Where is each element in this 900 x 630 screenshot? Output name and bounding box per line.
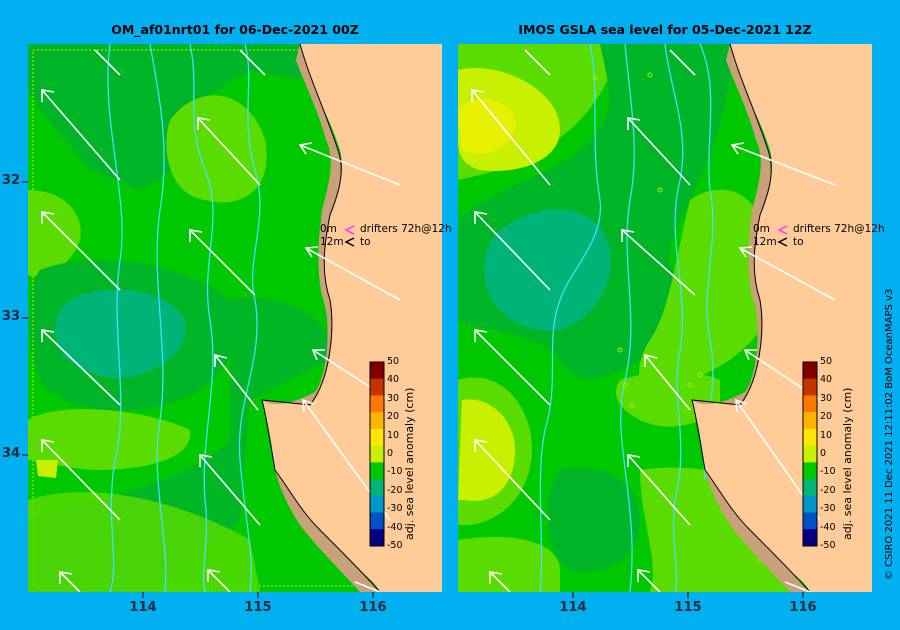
lat-label-33: 33 (2, 309, 21, 324)
colorbar-tick-label: 10 (387, 429, 400, 441)
lat-label-34: 34 (2, 446, 21, 461)
left-map-title: OM_af01nrt01 for 06-Dec-2021 00Z (111, 22, 359, 37)
colorbar-segment (803, 362, 817, 380)
colorbar-segment (803, 479, 817, 497)
colorbar-tick-label: 50 (387, 356, 400, 367)
colorbar-segment (370, 395, 384, 413)
colorbar-tick-label: 30 (820, 392, 833, 404)
lon-label-left-115: 115 (244, 600, 272, 615)
colorbar-segment (803, 512, 817, 530)
colorbar-tick-label: 0 (387, 448, 394, 459)
colorbar-tick-label: -10 (820, 466, 836, 478)
colorbar-tick-label: -20 (820, 484, 836, 496)
right-legend-12m: 12m (753, 236, 777, 248)
colorbar-segment (370, 378, 384, 396)
colorbar-segment (370, 445, 384, 463)
colorbar-tick-label: 50 (820, 356, 833, 367)
colorbar-border (369, 361, 385, 547)
colorbar-tick-label: 40 (820, 374, 833, 386)
right-legend-to: to (793, 236, 804, 248)
colorbar-border (802, 361, 818, 547)
colorbar-tick-label: 20 (820, 411, 833, 423)
left-legend-12m: 12m (320, 236, 344, 248)
left-colorbar (369, 361, 385, 547)
left-legend-to: to (360, 236, 371, 248)
colorbar-tick-label: -30 (387, 503, 403, 515)
colorbar-tick-label: -40 (820, 521, 836, 533)
colorbar-segment (803, 445, 817, 463)
colorbar-segment (803, 395, 817, 413)
colorbar-segment (370, 428, 384, 447)
colorbar-tick-label: 0 (820, 448, 827, 459)
colorbar-segment (370, 512, 384, 530)
colorbar-segment (803, 529, 817, 547)
right-map-title: IMOS GSLA sea level for 05-Dec-2021 12Z (518, 22, 812, 37)
colorbar-segment (370, 529, 384, 547)
colorbar-tick-label: -40 (387, 521, 403, 533)
right-legend-0m: 0m (753, 223, 770, 235)
colorbar-segment (803, 495, 817, 514)
colorbar-segment (803, 462, 817, 480)
colorbar-segment (370, 362, 384, 380)
left-legend-0m: 0m (320, 223, 337, 235)
colorbar-segment (370, 462, 384, 480)
left-legend-drifters: drifters 72h@12h (360, 223, 452, 235)
lon-label-right-114: 114 (559, 600, 587, 615)
colorbar-segment (803, 428, 817, 447)
colorbar-tick-label: -10 (387, 466, 403, 478)
axis-ticks (22, 181, 804, 598)
colorbar-segment (803, 412, 817, 430)
right-legend-drifters: drifters 72h@12h (793, 223, 885, 235)
lon-label-right-115: 115 (674, 600, 702, 615)
left-colorbar-label: adj. sea level anomaly (cm) (403, 387, 416, 540)
right-colorbar-label: adj. sea level anomaly (cm) (841, 387, 854, 540)
colorbar-segment (370, 495, 384, 514)
colorbar-tick-label: -50 (387, 540, 403, 551)
colorbar-tick-label: -50 (820, 540, 836, 551)
credit-text: © CSIRO 2021 11 Dec 2021 12:11:02 BoM Oc… (884, 288, 895, 580)
left-map (28, 44, 442, 592)
colorbar-tick-label: 10 (820, 429, 833, 441)
lat-label-32: 32 (2, 173, 21, 188)
colorbar-segment (370, 412, 384, 430)
colorbar-tick-label: 30 (387, 392, 400, 404)
lon-label-left-116: 116 (359, 600, 387, 615)
lon-label-left-114: 114 (129, 600, 157, 615)
colorbar-tick-label: -20 (387, 484, 403, 496)
colorbar-tick-label: 40 (387, 374, 400, 386)
right-colorbar (802, 361, 818, 547)
colorbar-segment (370, 479, 384, 497)
colorbar-tick-label: 20 (387, 411, 400, 423)
colorbar-segment (803, 378, 817, 396)
colorbar-tick-label: -30 (820, 503, 836, 515)
lon-label-right-116: 116 (789, 600, 817, 615)
